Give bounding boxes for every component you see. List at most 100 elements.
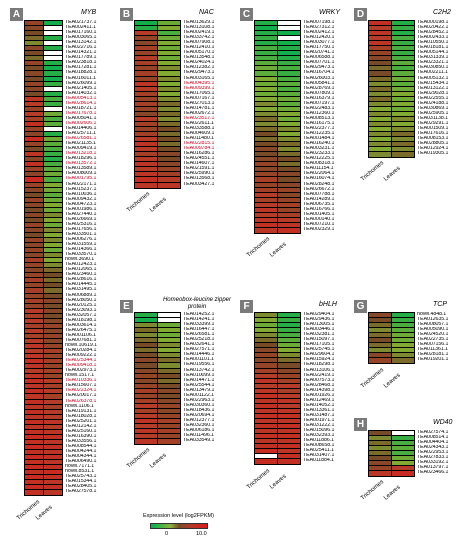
gene-id-label: TEA018721.1 — [65, 105, 97, 111]
gene-id-label: TEA008544.1 — [65, 443, 97, 449]
heatmap-row — [25, 364, 62, 370]
heatmap-row — [255, 363, 300, 369]
cell-trichomes — [369, 41, 392, 46]
cell-trichomes — [25, 81, 44, 86]
cell-trichomes — [255, 408, 278, 413]
heatmap-row — [25, 323, 62, 329]
cell-leaves — [278, 328, 300, 333]
cell-trichomes — [255, 363, 278, 368]
gene-id-label: TEA003231.1 — [303, 146, 335, 152]
cell-leaves — [44, 268, 62, 273]
cell-trichomes — [135, 126, 158, 132]
heatmap-row — [25, 354, 62, 360]
gene-family-subtitle: Homeobox-leucine zipper protein — [162, 297, 232, 310]
cell-leaves — [392, 446, 414, 451]
cell-leaves — [44, 132, 62, 137]
heatmap-row — [25, 232, 62, 239]
heatmap-row — [25, 419, 62, 425]
gene-family-title: bHLH — [319, 301, 337, 308]
heatmap-row — [369, 31, 414, 37]
cell-trichomes — [369, 436, 392, 441]
heatmap-row — [255, 187, 300, 193]
heatmap-row — [255, 227, 300, 233]
heatmap-row — [135, 76, 180, 82]
gene-id-label: TEA002973.1 — [65, 368, 97, 374]
gene-id-label: TEA002329.1 — [303, 226, 335, 232]
heatmap-row — [369, 76, 414, 82]
cell-trichomes — [255, 31, 278, 36]
heatmap-row — [255, 408, 300, 414]
cell-trichomes — [255, 403, 278, 408]
cell-trichomes — [25, 303, 44, 308]
heatmap-row — [369, 61, 414, 67]
cell-leaves — [158, 101, 180, 106]
heatmap-row — [135, 328, 180, 334]
cell-leaves — [278, 96, 300, 101]
gene-id-label: TEA017105.1 — [303, 342, 335, 348]
heatmap-row — [255, 207, 300, 213]
gene-id-label: TEA001106.1 — [65, 332, 96, 338]
gene-id-label: TEA018198.1 — [65, 317, 97, 323]
heatmap-row — [135, 142, 180, 148]
gene-id-label: TEA016011.1 — [65, 75, 96, 81]
heatmap-row — [255, 46, 300, 52]
heatmap-row — [255, 61, 300, 67]
cell-leaves — [158, 91, 180, 96]
cell-trichomes — [369, 56, 392, 61]
heatmap-f — [254, 312, 301, 466]
cell-trichomes — [135, 177, 158, 182]
cell-leaves — [44, 444, 62, 449]
cell-leaves — [392, 132, 414, 137]
gene-id-label: TEA012469.1 — [303, 397, 335, 403]
cell-trichomes — [25, 278, 44, 283]
cell-leaves — [392, 343, 414, 348]
heatmap-row — [135, 378, 180, 384]
cell-trichomes — [25, 434, 44, 439]
cell-leaves — [392, 41, 414, 46]
cell-leaves — [392, 66, 414, 71]
cell-trichomes — [25, 177, 44, 182]
heatmap-row — [25, 434, 62, 440]
gene-id-label: TEA003065.1 — [65, 35, 97, 41]
column-label-trichomes: Trichomes — [360, 479, 386, 503]
cell-leaves — [44, 439, 62, 444]
panel-letter-f: F — [240, 300, 253, 313]
legend-color-bar — [150, 523, 208, 529]
cell-trichomes — [255, 96, 278, 101]
column-label-leaves: Leaves — [149, 196, 168, 214]
cell-leaves — [278, 142, 300, 147]
heatmap-row — [255, 26, 300, 32]
cell-trichomes — [25, 61, 44, 66]
cell-leaves — [278, 41, 300, 46]
cell-trichomes — [25, 86, 44, 91]
cell-leaves — [278, 212, 300, 217]
cell-trichomes — [135, 91, 158, 96]
cell-trichomes — [255, 137, 278, 142]
cell-leaves — [158, 348, 180, 353]
heatmap-row — [369, 313, 414, 319]
heatmap-row — [255, 373, 300, 379]
cell-leaves — [278, 318, 300, 323]
gene-id-label: TEA022815.1 — [183, 141, 215, 147]
cell-trichomes — [255, 111, 278, 116]
cell-leaves — [44, 187, 62, 192]
cell-leaves — [158, 363, 180, 368]
cell-leaves — [278, 21, 300, 26]
cell-trichomes — [255, 167, 278, 172]
cell-trichomes — [25, 162, 44, 167]
heatmap-row — [25, 36, 62, 42]
heatmap-row — [25, 344, 62, 350]
gene-id-label: TEA012360.1 — [303, 110, 335, 116]
gene-id-label: TEA015344.1 — [65, 479, 97, 485]
heatmap-row — [369, 126, 414, 133]
gene-id-label: TEA019305.1 — [417, 151, 449, 157]
heatmap-row — [255, 398, 300, 404]
cell-leaves — [44, 31, 62, 36]
heatmap-row — [369, 348, 414, 354]
heatmap-row — [255, 323, 300, 329]
gene-id-label: TEA003077.1 — [303, 40, 335, 46]
gene-id-label: TEA010336.1 — [65, 378, 97, 384]
gene-id-label: TEA025160.1 — [65, 428, 97, 434]
heatmap-row — [369, 81, 414, 87]
cell-leaves — [392, 96, 414, 101]
